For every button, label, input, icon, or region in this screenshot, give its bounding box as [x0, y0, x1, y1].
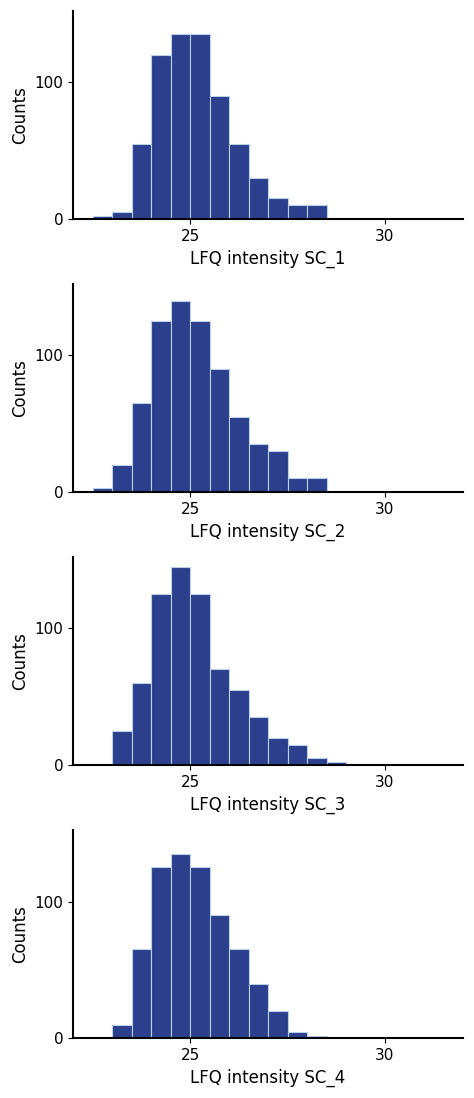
- Bar: [171, 567, 190, 765]
- Bar: [210, 96, 229, 219]
- Bar: [210, 670, 229, 765]
- Bar: [229, 690, 248, 765]
- Bar: [288, 479, 307, 492]
- Bar: [112, 464, 132, 492]
- Bar: [151, 867, 171, 1039]
- Bar: [229, 950, 248, 1039]
- Bar: [268, 451, 288, 492]
- Bar: [288, 1031, 307, 1039]
- Bar: [288, 205, 307, 219]
- Bar: [248, 178, 268, 219]
- Bar: [132, 950, 151, 1039]
- Bar: [151, 321, 171, 492]
- Bar: [210, 916, 229, 1039]
- Bar: [171, 301, 190, 492]
- Bar: [268, 199, 288, 219]
- X-axis label: LFQ intensity SC_3: LFQ intensity SC_3: [191, 796, 346, 814]
- Y-axis label: Counts: Counts: [11, 632, 29, 691]
- X-axis label: LFQ intensity SC_2: LFQ intensity SC_2: [191, 523, 346, 540]
- Bar: [190, 867, 210, 1039]
- Bar: [288, 744, 307, 765]
- Bar: [151, 55, 171, 219]
- Bar: [112, 212, 132, 219]
- Bar: [268, 738, 288, 765]
- Bar: [248, 717, 268, 765]
- Bar: [190, 594, 210, 765]
- Bar: [229, 144, 248, 219]
- Bar: [112, 1024, 132, 1039]
- Bar: [132, 144, 151, 219]
- Bar: [307, 205, 327, 219]
- Bar: [248, 445, 268, 492]
- Bar: [248, 984, 268, 1039]
- Bar: [171, 34, 190, 219]
- Bar: [307, 1035, 327, 1039]
- Y-axis label: Counts: Counts: [11, 86, 29, 144]
- Bar: [307, 759, 327, 765]
- Bar: [268, 1011, 288, 1039]
- Bar: [327, 762, 346, 765]
- Bar: [190, 34, 210, 219]
- Y-axis label: Counts: Counts: [11, 906, 29, 963]
- Bar: [210, 369, 229, 492]
- X-axis label: LFQ intensity SC_4: LFQ intensity SC_4: [191, 1068, 346, 1087]
- Y-axis label: Counts: Counts: [11, 359, 29, 417]
- Bar: [229, 417, 248, 492]
- Bar: [93, 488, 112, 492]
- Bar: [132, 403, 151, 492]
- Bar: [190, 321, 210, 492]
- X-axis label: LFQ intensity SC_1: LFQ intensity SC_1: [191, 249, 346, 268]
- Bar: [93, 216, 112, 219]
- Bar: [132, 683, 151, 765]
- Bar: [171, 854, 190, 1039]
- Bar: [112, 731, 132, 765]
- Bar: [151, 594, 171, 765]
- Bar: [307, 479, 327, 492]
